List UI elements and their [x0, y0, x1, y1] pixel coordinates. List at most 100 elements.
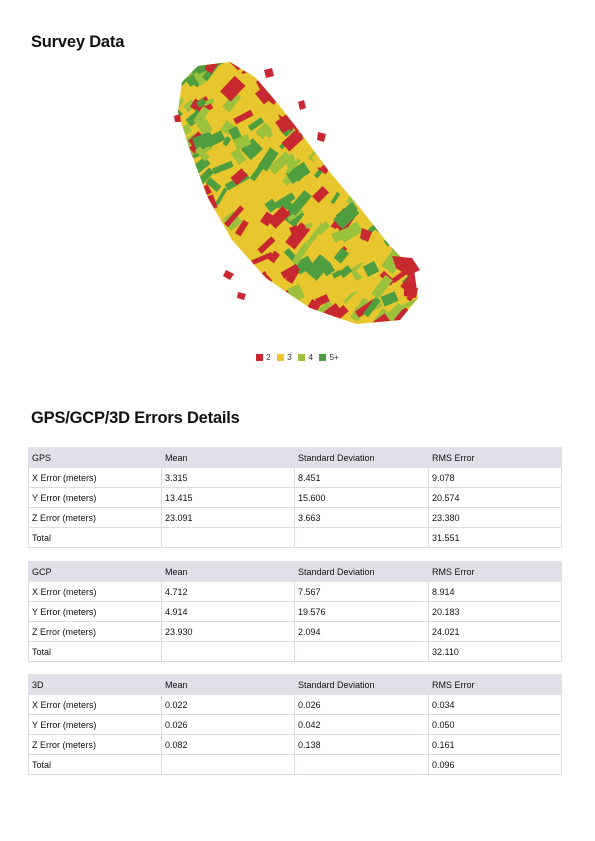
header-cell: Mean — [161, 447, 295, 468]
map-patch — [402, 141, 418, 157]
map-patch — [194, 207, 217, 229]
map-patch — [383, 230, 401, 247]
table-cell: Y Error (meters) — [28, 487, 162, 508]
map-patch — [316, 220, 331, 235]
map-patch — [197, 233, 217, 250]
map-patch — [338, 265, 353, 279]
table-cell: 2.094 — [294, 621, 429, 642]
map-patch — [345, 322, 354, 324]
map-patch — [321, 79, 334, 92]
legend-item: 2 — [255, 352, 271, 362]
table-cell: Total — [28, 527, 162, 548]
map-patch — [410, 78, 418, 90]
map-patch — [364, 313, 393, 324]
legend-label: 4 — [308, 352, 313, 362]
table-header-row: GPS Mean Standard Deviation RMS Error — [28, 447, 562, 468]
map-patch — [363, 108, 383, 123]
map-patch — [340, 130, 366, 155]
map-patch — [319, 79, 344, 102]
map-patch — [179, 84, 195, 99]
table-header-row: 3D Mean Standard Deviation RMS Error — [28, 674, 562, 695]
map-patch — [168, 193, 175, 201]
map-patch — [277, 75, 303, 93]
map-patch — [328, 74, 344, 91]
map-patch — [210, 228, 223, 243]
table-cell: Z Error (meters) — [28, 507, 162, 528]
table-cell: Total — [28, 641, 162, 662]
map-patch — [230, 310, 245, 324]
table-cell: 23.380 — [428, 507, 562, 528]
map-patch — [285, 158, 301, 175]
header-cell: Mean — [161, 674, 295, 695]
table-cell: Y Error (meters) — [28, 601, 162, 622]
map-patch — [409, 62, 418, 75]
map-patch — [344, 139, 362, 156]
map-patch — [180, 291, 196, 304]
map-patch — [314, 62, 338, 86]
table-cell: 3.663 — [294, 507, 429, 528]
map-patch — [334, 87, 355, 108]
map-patch — [247, 313, 266, 324]
table-cell: 23.930 — [161, 621, 295, 642]
map-patch — [366, 146, 382, 161]
map-patch — [327, 124, 351, 150]
map-patch — [291, 242, 311, 266]
map-patch — [168, 187, 174, 198]
map-patch — [215, 248, 240, 273]
map-patch — [255, 302, 277, 324]
map-patch — [400, 315, 413, 324]
map-patch — [201, 287, 213, 301]
map-patch — [314, 107, 328, 121]
map-patch — [289, 312, 304, 324]
table-cell: 0.026 — [294, 694, 429, 715]
table-cell: 19.576 — [294, 601, 429, 622]
map-patch — [190, 297, 210, 318]
map-patch — [309, 97, 323, 107]
table-row: Y Error (meters) 13.415 15.600 20.574 — [28, 487, 562, 508]
header-cell: 3D — [28, 674, 162, 695]
table-row: Total 32.110 — [28, 641, 562, 662]
map-patch — [220, 164, 242, 184]
map-patch — [400, 159, 410, 170]
map-patch — [390, 197, 418, 218]
legend-swatch-5plus — [319, 353, 327, 361]
map-patch — [224, 205, 245, 228]
map-patch — [193, 69, 209, 86]
map-patch — [358, 151, 367, 161]
map-patch — [193, 290, 206, 300]
map-patch — [365, 102, 387, 126]
map-patch — [233, 134, 252, 150]
gps-errors-table: GPS Mean Standard Deviation RMS Error X … — [28, 447, 562, 548]
map-patch — [233, 109, 254, 125]
map-patch — [206, 308, 222, 324]
map-patch — [271, 316, 287, 324]
map-patch — [333, 203, 360, 230]
table-cell: 0.138 — [294, 734, 429, 755]
map-patch — [390, 227, 418, 248]
table-cell: 4.712 — [161, 581, 295, 602]
table-cell — [294, 754, 429, 775]
map-patch — [285, 161, 311, 184]
map-patch — [178, 236, 189, 255]
map-patch — [194, 207, 214, 227]
table-cell: 15.600 — [294, 487, 429, 508]
map-patch — [363, 296, 381, 318]
3d-errors-table: 3D Mean Standard Deviation RMS Error X E… — [28, 674, 562, 775]
map-patch — [405, 217, 418, 233]
map-patch — [368, 161, 390, 185]
map-patch — [276, 313, 294, 324]
map-patch — [333, 98, 348, 117]
table-cell: 0.022 — [161, 694, 295, 715]
map-patch — [190, 261, 208, 278]
legend-swatch-2 — [255, 353, 263, 361]
map-patch — [333, 247, 350, 264]
map-patch — [354, 63, 372, 75]
table-cell: 0.161 — [428, 734, 562, 755]
table-row: Z Error (meters) 23.930 2.094 24.021 — [28, 621, 562, 642]
map-patch — [414, 62, 418, 79]
map-patch — [245, 227, 271, 250]
map-patch — [255, 122, 273, 140]
table-row: Total 0.096 — [28, 754, 562, 775]
table-row: Total 31.551 — [28, 527, 562, 548]
map-patch — [195, 146, 210, 162]
